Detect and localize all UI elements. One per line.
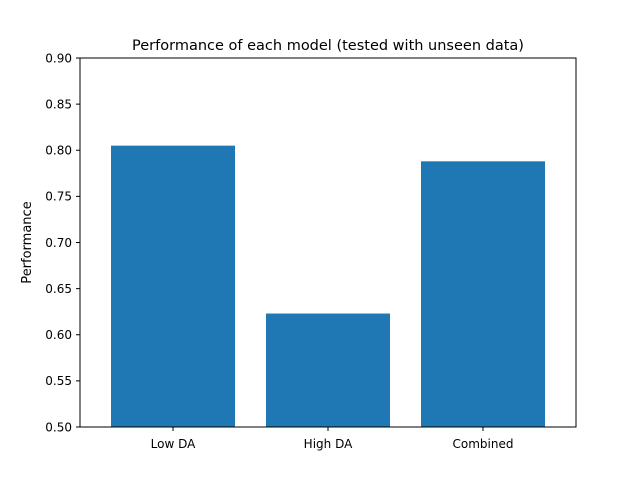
bar-combined bbox=[421, 161, 545, 427]
x-tick-label: High DA bbox=[304, 437, 353, 451]
y-tick-label: 0.55 bbox=[45, 374, 72, 388]
bar-high-da bbox=[266, 313, 390, 427]
plot-frame bbox=[79, 57, 577, 428]
y-tick-label: 0.90 bbox=[45, 51, 72, 65]
x-tick-label: Combined bbox=[453, 437, 514, 451]
bar-low-da bbox=[111, 145, 235, 427]
y-tick-label: 0.75 bbox=[45, 190, 72, 204]
chart-title: Performance of each model (tested with u… bbox=[132, 38, 524, 54]
y-tick-label: 0.80 bbox=[45, 144, 72, 158]
y-tick-label: 0.85 bbox=[45, 97, 72, 111]
x-axis: Low DA High DA Combined bbox=[151, 427, 514, 451]
y-tick-label: 0.70 bbox=[45, 236, 72, 250]
y-tick-label: 0.60 bbox=[45, 328, 72, 342]
y-axis-label: Performance bbox=[20, 201, 35, 283]
x-tick-label: Low DA bbox=[151, 437, 196, 451]
y-axis: 0.50 0.55 0.60 0.65 0.70 0.75 0.80 0.85 0.90 bbox=[45, 51, 80, 434]
y-tick-label: 0.65 bbox=[45, 282, 72, 296]
bars-layer bbox=[111, 145, 545, 427]
y-tick-label: 0.50 bbox=[45, 420, 72, 434]
